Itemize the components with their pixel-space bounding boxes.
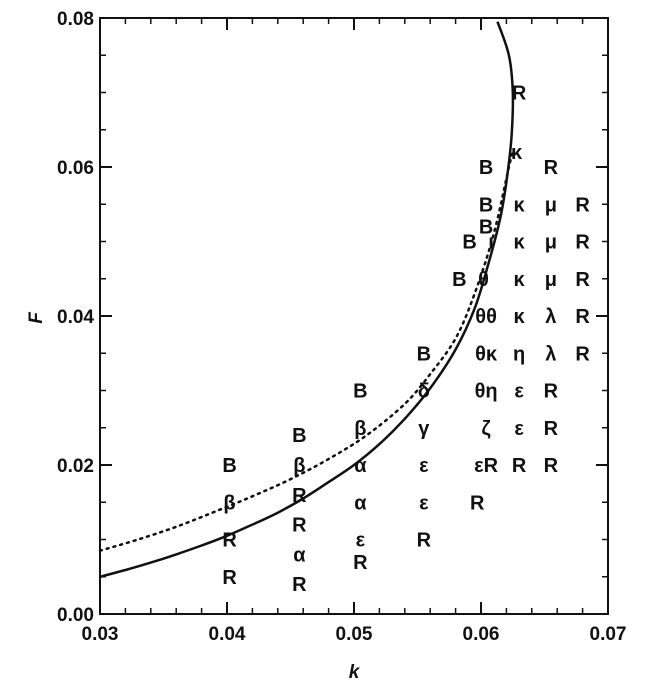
pattern-mark: B (417, 343, 431, 365)
pattern-mark: ζ (481, 418, 490, 440)
pattern-mark: R (353, 552, 368, 574)
y-tick-label: 0.02 (57, 456, 94, 477)
pattern-mark: θ (478, 269, 489, 291)
pattern-mark: κ (514, 269, 526, 291)
pattern-mark: ε (356, 530, 366, 552)
pattern-mark: R (292, 485, 307, 507)
pattern-mark: ε (419, 455, 429, 477)
pattern-mark: R (292, 574, 307, 596)
x-axis-label: k (349, 662, 361, 683)
pattern-mark: R (575, 269, 590, 291)
pattern-mark: R (417, 530, 432, 552)
x-tick-label: 0.04 (209, 624, 246, 645)
x-tick-label: 0.03 (82, 624, 119, 645)
pattern-mark: β (223, 492, 235, 514)
pattern-mark: γ (418, 418, 430, 440)
pattern-mark: ι (488, 232, 494, 254)
pattern-mark: μ (545, 194, 557, 216)
pattern-mark: R (222, 530, 237, 552)
pattern-mark: β (354, 418, 366, 440)
pattern-mark: B (292, 425, 306, 447)
pattern-mark: B (222, 455, 236, 477)
pattern-mark: δ (418, 381, 430, 403)
pattern-mark: R (292, 515, 307, 537)
pattern-mark: R (470, 492, 485, 514)
x-tick-label: 0.05 (336, 624, 373, 645)
pattern-mark: β (293, 455, 305, 477)
pattern-mark: ε (419, 492, 429, 514)
pattern-mark: εR (474, 455, 498, 477)
pattern-mark: η (513, 343, 525, 365)
pattern-mark: R (575, 343, 590, 365)
pattern-mark: λ (545, 343, 556, 365)
pattern-mark: θη (475, 381, 498, 403)
y-axis-label: F (26, 311, 47, 324)
dotted-boundary-curve (98, 150, 515, 552)
x-tick-label: 0.07 (590, 624, 627, 645)
pattern-mark: κ (514, 194, 526, 216)
pattern-mark: α (354, 455, 367, 477)
y-tick-label: 0.08 (57, 9, 94, 30)
pattern-mark: R (575, 194, 590, 216)
y-tick-label: 0.00 (57, 605, 94, 626)
y-tick-label: 0.06 (57, 158, 94, 179)
axis-ticks: 0.03 0.04 0.05 0.06 0.07 0.00 0.02 0.04 0.06 0.08 (57, 9, 626, 645)
pattern-mark: κ (514, 232, 526, 254)
plot-frame (99, 17, 609, 615)
pattern-mark: B (353, 381, 367, 403)
pattern-mark: B (462, 232, 476, 254)
pattern-mark: R (575, 306, 590, 328)
pattern-mark: R (222, 567, 237, 589)
pattern-mark: R (544, 381, 559, 403)
pattern-mark: R (544, 418, 559, 440)
pattern-mark: R (512, 83, 527, 105)
boundary-curves (98, 21, 515, 579)
pattern-mark: κ (511, 142, 523, 164)
pattern-mark: μ (545, 232, 557, 254)
pattern-mark: B (479, 217, 493, 239)
pattern-mark: R (575, 232, 590, 254)
pattern-mark: ε (514, 381, 524, 403)
pattern-mark: R (544, 157, 559, 179)
pattern-mark: μ (545, 269, 557, 291)
pattern-mark: θκ (475, 343, 498, 365)
y-tick-label: 0.04 (57, 307, 94, 328)
pattern-mark: R (512, 455, 527, 477)
pattern-mark: α (293, 544, 306, 566)
pattern-mark: α (354, 492, 367, 514)
pattern-mark: λ (545, 306, 556, 328)
x-tick-label: 0.06 (463, 624, 500, 645)
pattern-mark: R (544, 455, 559, 477)
pattern-mark: κ (514, 306, 526, 328)
pattern-mark: B (479, 157, 493, 179)
pattern-mark: B (452, 269, 466, 291)
pattern-mark: B (479, 194, 493, 216)
pattern-mark: θθ (475, 306, 497, 328)
pattern-labels: BβRRBβRRαRBβααεRBδγεεRBBθθθθκθηζεRRBBBιR… (222, 83, 590, 597)
pattern-mark: ε (514, 418, 524, 440)
